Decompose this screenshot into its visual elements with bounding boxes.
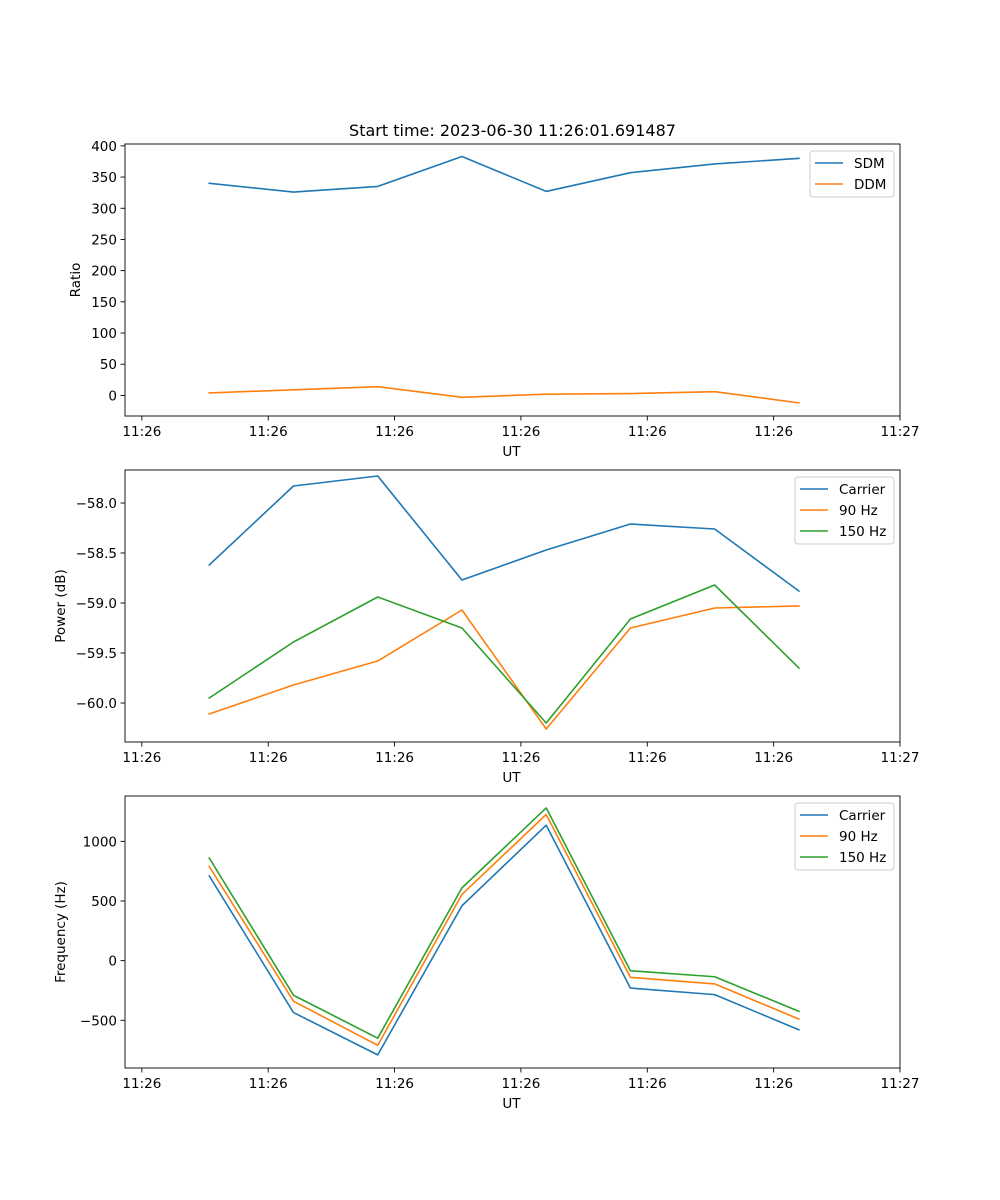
series-line-ddm [208, 385, 800, 404]
legend: Carrier 90 Hz 150 Hz [794, 476, 895, 545]
legend-label: DDM [854, 177, 886, 193]
y-tick-label: 0 [108, 388, 117, 404]
legend-label: 150 Hz [839, 524, 886, 540]
x-tick-label: 11:26 [375, 1076, 414, 1092]
legend-box [794, 802, 895, 871]
x-tick-label: 11:26 [249, 424, 288, 440]
x-axis-label: UT [502, 1096, 521, 1112]
axes-frame [124, 795, 901, 1069]
legend: Carrier 90 Hz 150 Hz [794, 802, 895, 871]
legend-label: Carrier [839, 808, 886, 824]
x-axis-label: UT [502, 444, 521, 460]
series-line-carrier [208, 824, 800, 1056]
x-tick-label: 11:26 [628, 750, 667, 766]
y-tick-label: −59.5 [76, 646, 117, 662]
chart-panel-3: 11:26 11:26 11:26 11:26 11:26 11:26 11:27 −500 0… [53, 795, 920, 1112]
x-axis-label: UT [502, 770, 521, 786]
x-tick-label: 11:26 [122, 1076, 161, 1092]
legend-label: 90 Hz [839, 503, 878, 519]
legend-label: Carrier [839, 482, 886, 498]
y-tick-label: 1000 [83, 834, 117, 850]
legend-label: 90 Hz [839, 829, 878, 845]
x-tick-label: 11:26 [628, 424, 667, 440]
y-tick-label: 0 [108, 954, 117, 970]
x-tick-label: 11:26 [754, 424, 793, 440]
x-tick-label: 11:26 [249, 1076, 288, 1092]
legend-label: 150 Hz [839, 850, 886, 866]
legend: SDM DDM [809, 150, 895, 198]
y-tick-label: 150 [91, 295, 117, 311]
series-line-carrier [208, 475, 801, 593]
y-tick-label: 400 [91, 139, 117, 155]
x-tick-label: 11:26 [375, 424, 414, 440]
chart-panel-1: 11:26 11:26 11:26 11:26 11:26 11:26 11:27 0 50 10… [68, 121, 919, 460]
x-tick-label: 11:27 [881, 750, 920, 766]
axes-frame [124, 143, 901, 417]
y-tick-label: −59.0 [76, 596, 117, 612]
x-tick-label: 11:26 [501, 750, 540, 766]
y-tick-label: −60.0 [76, 696, 117, 712]
x-tick-label: 11:26 [501, 1076, 540, 1092]
y-tick-label: 350 [91, 170, 117, 186]
x-tick-label: 11:26 [628, 1076, 667, 1092]
y-tick-label: 200 [91, 264, 117, 280]
y-tick-label: 100 [91, 326, 117, 342]
x-tick-label: 11:26 [754, 1076, 793, 1092]
series-line-150-hz [208, 807, 800, 1039]
x-tick-label: 11:26 [249, 750, 288, 766]
chart-title: Start time: 2023-06-30 11:26:01.691487 [349, 121, 676, 140]
y-tick-label: 500 [91, 894, 117, 910]
y-tick-label: −58.5 [76, 546, 117, 562]
y-tick-label: 250 [91, 232, 117, 248]
y-tick-label: −58.0 [76, 496, 117, 512]
y-tick-label: −500 [80, 1013, 117, 1029]
x-tick-label: 11:26 [122, 750, 161, 766]
x-tick-label: 11:27 [881, 1076, 920, 1092]
series-line-90-hz [208, 605, 800, 730]
legend-label: SDM [854, 156, 885, 172]
y-tick-label: 50 [100, 357, 117, 373]
series-line-150-hz [208, 584, 801, 724]
y-axis-label: Power (dB) [53, 569, 69, 642]
series-line-90-hz [208, 813, 800, 1047]
x-tick-label: 11:26 [754, 750, 793, 766]
y-tick-label: 300 [91, 201, 117, 217]
chart-panel-2: 11:26 11:26 11:26 11:26 11:26 11:26 11:27 −60.0… [53, 469, 920, 786]
x-tick-label: 11:27 [881, 424, 920, 440]
x-tick-label: 11:26 [501, 424, 540, 440]
x-tick-label: 11:26 [375, 750, 414, 766]
y-axis-label: Ratio [68, 263, 84, 298]
series-line-sdm [208, 155, 800, 193]
y-axis-label: Frequency (Hz) [53, 881, 69, 983]
axes-frame [124, 469, 901, 743]
legend-box [794, 476, 895, 545]
x-tick-label: 11:26 [122, 424, 161, 440]
